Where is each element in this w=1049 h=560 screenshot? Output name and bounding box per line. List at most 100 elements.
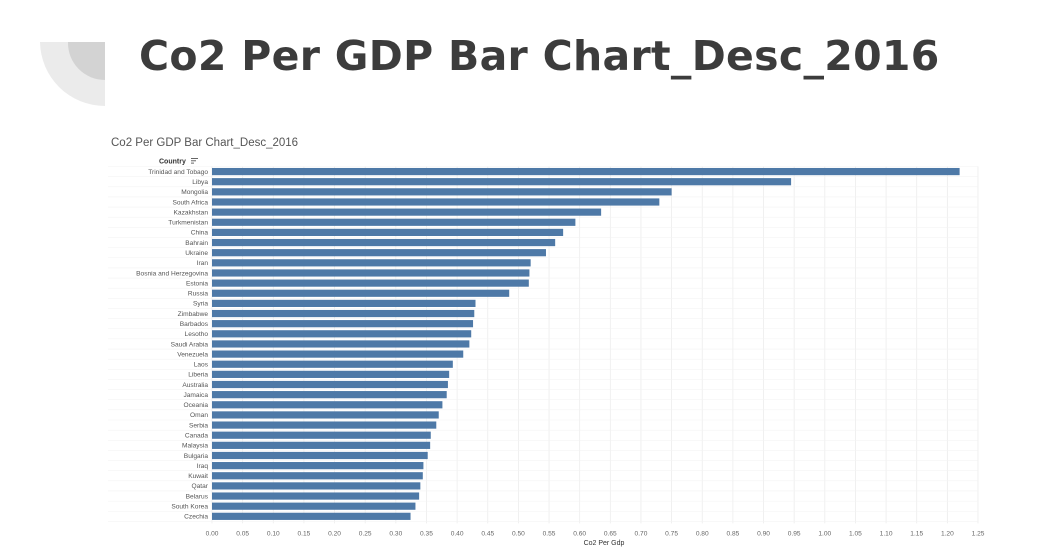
x-tick-label: 1.15 (910, 530, 923, 537)
bar[interactable] (212, 269, 530, 277)
x-tick-label: 0.65 (604, 530, 617, 537)
category-label: Kazakhstan (174, 209, 209, 216)
bar[interactable] (212, 279, 529, 287)
x-tick-label: 0.50 (512, 530, 525, 537)
bar[interactable] (212, 198, 660, 206)
bar[interactable] (212, 391, 447, 399)
category-label: Libya (192, 179, 208, 186)
category-label: Australia (182, 382, 208, 389)
x-tick-label: 1.05 (849, 530, 862, 537)
x-tick-label: 0.90 (757, 530, 770, 537)
bars (212, 167, 960, 520)
x-tick-label: 0.10 (267, 530, 280, 537)
x-tick-label: 1.10 (880, 530, 893, 537)
category-label: Qatar (192, 483, 209, 490)
category-label: Mongolia (181, 189, 208, 196)
bar[interactable] (212, 350, 464, 358)
x-tick-label: 0.80 (696, 530, 709, 537)
category-label: Barbados (180, 321, 209, 328)
category-label: Venezuela (177, 351, 208, 358)
bar[interactable] (212, 178, 792, 186)
bar[interactable] (212, 431, 431, 439)
bar[interactable] (212, 208, 602, 216)
bar[interactable] (212, 218, 576, 226)
category-label: Saudi Arabia (171, 341, 209, 348)
category-label: Oceania (183, 402, 208, 409)
category-label: Belarus (186, 493, 209, 500)
category-label: Syria (193, 301, 208, 308)
category-label: Bahrain (185, 240, 208, 247)
category-label: Oman (190, 412, 208, 419)
bar[interactable] (212, 249, 546, 257)
x-tick-label: 0.35 (420, 530, 433, 537)
bar[interactable] (212, 188, 672, 196)
category-label: Russia (188, 291, 208, 298)
x-tick-label: 0.60 (573, 530, 586, 537)
category-header-label: Country (159, 159, 186, 166)
category-label: Czechia (184, 514, 208, 521)
category-label: Jamaica (183, 392, 208, 399)
category-label: Liberia (188, 372, 208, 379)
x-axis-label: Co2 Per Gdp (584, 540, 625, 547)
bar[interactable] (212, 370, 450, 378)
category-label: Iran (197, 260, 209, 267)
bar[interactable] (212, 380, 448, 389)
category-label: Canada (185, 433, 208, 440)
x-tick-label: 0.75 (665, 530, 678, 537)
bar[interactable] (212, 309, 475, 318)
category-label: Malaysia (182, 443, 208, 450)
bar[interactable] (212, 330, 472, 338)
category-label: Zimbabwe (178, 311, 209, 318)
slide-title: Co2 Per GDP Bar Chart_Desc_2016 (139, 32, 940, 80)
category-label: Kuwait (188, 473, 208, 480)
bar[interactable] (212, 451, 428, 460)
x-tick-label: 0.55 (543, 530, 556, 537)
x-tick-label: 1.00 (818, 530, 831, 537)
bar[interactable] (212, 320, 474, 328)
x-tick-labels: 0.00 0.05 0.10 0.15 0.20 0.25 0.30 0.35 0.40 0.45… (206, 530, 985, 537)
bar[interactable] (212, 238, 556, 247)
category-label: Ukraine (185, 250, 208, 257)
bar[interactable] (212, 462, 424, 470)
category-label: Trinidad and Tobago (148, 169, 208, 176)
decorative-corner-arc (40, 42, 105, 106)
bar[interactable] (212, 421, 437, 429)
x-tick-label: 0.45 (481, 530, 494, 537)
bar[interactable] (212, 259, 531, 267)
category-label: Bosnia and Herzegovina (136, 270, 208, 277)
x-tick-label: 0.05 (236, 530, 249, 537)
category-header[interactable]: Country (159, 158, 198, 166)
x-tick-label: 0.30 (389, 530, 402, 537)
bar[interactable] (212, 482, 421, 490)
bar[interactable] (212, 401, 443, 409)
x-tick-label: 0.85 (726, 530, 739, 537)
bar[interactable] (212, 411, 439, 419)
bar[interactable] (212, 492, 420, 500)
x-tick-label: 1.25 (972, 530, 985, 537)
category-label: South Korea (171, 503, 208, 510)
x-tick-label: 0.15 (297, 530, 310, 537)
category-label: Estonia (186, 280, 208, 287)
x-tick-label: 0.00 (206, 530, 219, 537)
category-label: Iraq (197, 463, 209, 470)
x-tick-label: 0.95 (788, 530, 801, 537)
bar[interactable] (212, 340, 470, 348)
bar[interactable] (212, 512, 411, 520)
bar[interactable] (212, 441, 431, 449)
category-labels: Trinidad and Tobago Libya Mongolia South Af… (136, 169, 209, 521)
x-tick-label: 0.20 (328, 530, 341, 537)
bar[interactable] (212, 289, 510, 297)
category-label: China (191, 230, 209, 237)
bar[interactable] (212, 472, 423, 480)
category-label: Serbia (189, 422, 208, 429)
category-label: Laos (194, 362, 209, 369)
bar[interactable] (212, 502, 416, 510)
bar[interactable] (212, 228, 564, 237)
bar[interactable] (212, 167, 960, 176)
bar[interactable] (212, 299, 476, 307)
category-label: Turkmenistan (168, 220, 208, 227)
sort-icon[interactable] (191, 158, 198, 164)
x-tick-label: 0.70 (635, 530, 648, 537)
bar[interactable] (212, 360, 453, 368)
